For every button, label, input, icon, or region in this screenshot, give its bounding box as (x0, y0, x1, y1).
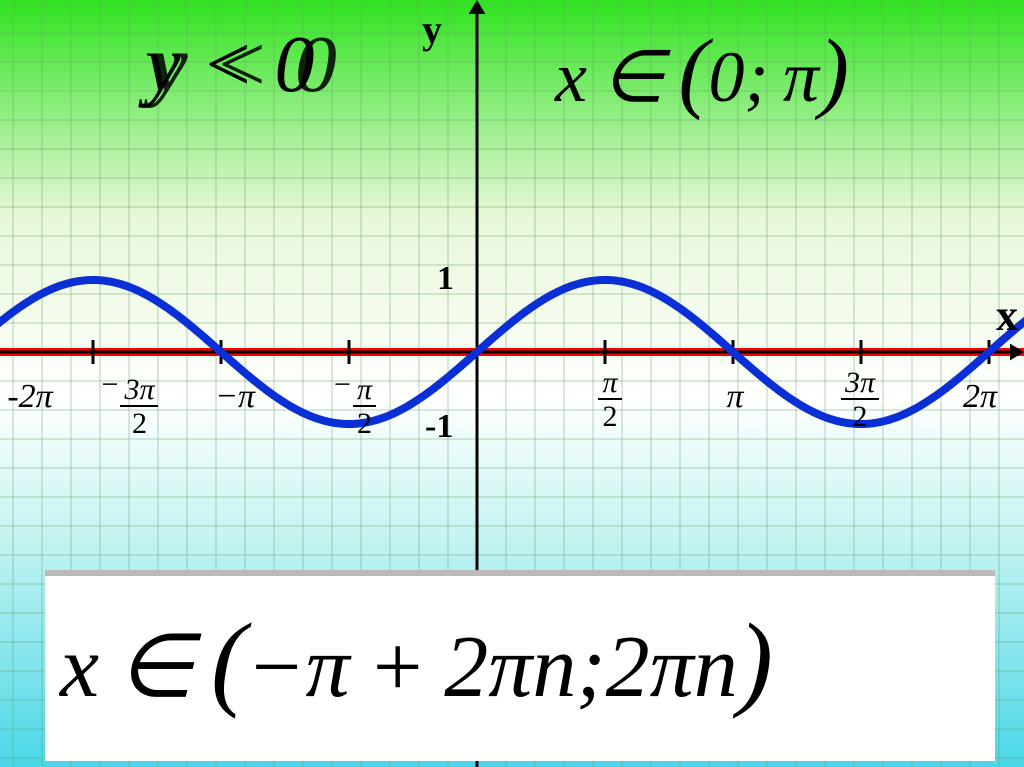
xtick-t4: π2 (580, 368, 640, 432)
y-axis-label: y (422, 6, 442, 53)
xtick-t3: −π2 (320, 368, 390, 439)
tick-one: 1 (437, 260, 454, 298)
tick-neg-one: -1 (425, 408, 453, 446)
xtick-t2: −π (200, 378, 270, 416)
formula-answer: x ∈ (−π + 2πn;2πn) (60, 600, 773, 721)
xtick-t7: 2π (950, 378, 1010, 416)
xtick-t1: −3π2 (95, 368, 165, 439)
xtick-t0: -2π (0, 378, 60, 416)
xtick-t6: 3π2 (830, 368, 890, 432)
x-axis-label: x (996, 290, 1018, 341)
formula-y-lt-0: y < 0 (145, 20, 315, 111)
formula-x-in-0-pi: x ∈ (0; π) (555, 20, 849, 123)
xtick-t5: π (715, 378, 755, 416)
